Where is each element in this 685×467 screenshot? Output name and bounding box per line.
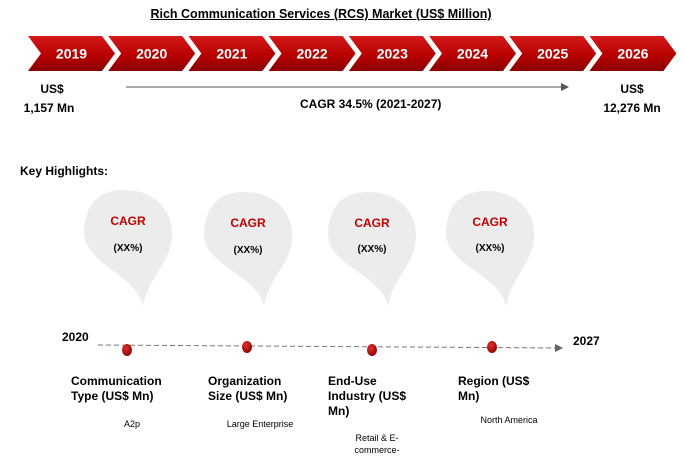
timeline-start-year: 2020 (62, 330, 89, 344)
segment-3-title: End-Use Industry (US$ Mn) (328, 374, 407, 418)
timeline-dot-2 (242, 341, 252, 353)
segment-1-title: Communication Type (US$ Mn) (71, 374, 162, 403)
highlight-bubbles (84, 189, 535, 306)
chart-title: Rich Communication Services (RCS) Market… (150, 7, 492, 21)
bubble-2-value: (XX%) (233, 245, 263, 256)
highlight-bubble-2 (204, 191, 293, 306)
timeline-dot-1 (122, 344, 132, 356)
year-chevron-2023 (348, 36, 436, 71)
year-chevron-2020 (108, 36, 196, 71)
year-chevron-2022 (268, 36, 356, 71)
start-value: US$ 1,157 Mn (24, 80, 76, 118)
bubble-1-value: (XX%) (113, 243, 143, 254)
highlight-bubble-3 (328, 191, 417, 306)
year-label-2023: 2023 (377, 46, 408, 62)
end-value: US$ 12,276 Mn (600, 80, 664, 118)
year-label-2022: 2022 (297, 46, 328, 62)
start-currency: US$ (40, 82, 64, 96)
year-chevron-2026 (589, 36, 677, 71)
end-currency: US$ (620, 82, 644, 96)
bubble-3-cagr: CAGR (354, 216, 390, 230)
cagr-text: CAGR 34.5% (2021-2027) (300, 97, 442, 111)
key-highlights-label: Key Highlights: (20, 164, 109, 178)
segment-2-example: Large Enterprise (226, 419, 294, 429)
year-label-2025: 2025 (537, 46, 568, 62)
segment-4-title: Region (US$ Mn) (458, 374, 530, 403)
timeline-dot-4 (487, 341, 497, 353)
year-label-2019: 2019 (56, 46, 87, 62)
start-amount: 1,157 Mn (23, 101, 75, 115)
year-label-2026: 2026 (617, 46, 648, 62)
bubble-4-cagr: CAGR (472, 215, 508, 229)
year-label-2024: 2024 (457, 46, 488, 62)
segment-2-title: Organization Size (US$ Mn) (208, 374, 288, 403)
year-chevron-2021 (188, 36, 276, 71)
highlight-bubble-4 (446, 190, 535, 306)
segment-1-example: A2p (123, 419, 140, 429)
bubble-1-cagr: CAGR (110, 214, 146, 228)
bubble-4-value: (XX%) (475, 243, 505, 254)
year-label-2020: 2020 (136, 46, 167, 62)
year-chevron-2019 (28, 36, 115, 71)
year-label-2021: 2021 (216, 46, 247, 62)
highlight-bubble-1 (84, 189, 173, 306)
end-amount: 12,276 Mn (603, 101, 661, 115)
bubble-3-value: (XX%) (357, 244, 387, 255)
segment-3-example: Retail & E-commerce- (354, 433, 400, 455)
timeline-dots (122, 341, 497, 356)
timeline-dot-3 (367, 344, 377, 356)
bubble-2-cagr: CAGR (230, 216, 266, 230)
year-chevrons: 2019 2020 2021 2022 2023 2024 2025 2026 (28, 36, 677, 71)
year-chevron-2024 (429, 36, 516, 71)
year-chevron-2025 (509, 36, 597, 71)
timeline-end-year: 2027 (573, 334, 600, 348)
timeline-arrow (97, 343, 563, 352)
segment-4-example: North America (480, 415, 538, 425)
